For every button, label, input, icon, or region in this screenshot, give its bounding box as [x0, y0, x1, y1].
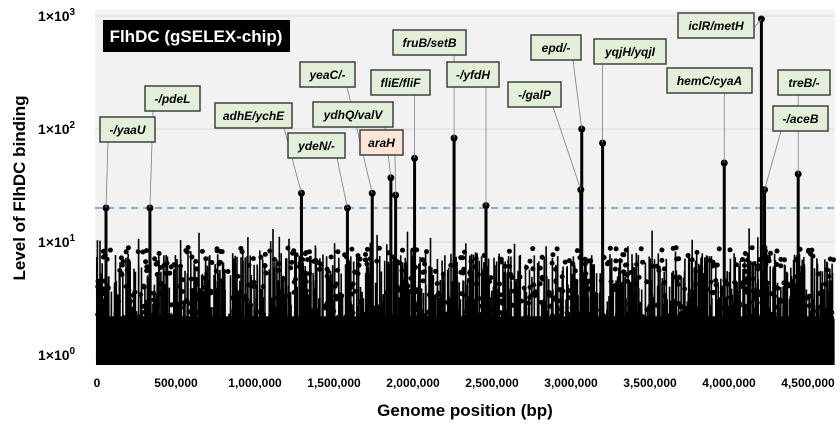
gene-label-box	[446, 61, 500, 88]
gene-label-box	[144, 85, 201, 112]
gene-label: ydhQ/valV	[323, 108, 384, 122]
gene-label: epd/-	[542, 41, 571, 55]
y-tick-label: 1×101	[38, 233, 76, 250]
chart-title: FlhDC (gSELEX-chip)	[110, 27, 283, 46]
x-tick-label: 2,000,000	[386, 376, 440, 390]
leader-line	[764, 130, 782, 190]
title-box	[103, 20, 290, 52]
gene-label-box	[507, 81, 562, 108]
background-signal	[95, 228, 837, 365]
x-tick-label: 500,000	[154, 376, 198, 390]
leader-line	[572, 59, 583, 130]
gene-label-box	[593, 38, 667, 65]
gene-label-box	[214, 102, 293, 129]
y-axis-ticks: 1×100 1×101 1×102 1×103	[38, 7, 76, 363]
gene-label-box	[359, 129, 404, 156]
x-tick-label: 4,000,000	[702, 376, 756, 390]
x-tick-label: 3,500,000	[623, 376, 677, 390]
gene-label: -/yfdH	[456, 68, 490, 82]
leader-line	[394, 154, 397, 196]
gene-label-box	[299, 61, 356, 88]
x-axis-label: Genome position (bp)	[377, 401, 553, 420]
x-axis-ticks: 0 500,000 1,000,000 1,500,000 2,000,000 2,500…	[94, 376, 835, 390]
x-tick-label: 4,500,000	[781, 376, 835, 390]
peaks	[102, 15, 802, 365]
gene-label-box	[99, 116, 156, 143]
leader-line	[283, 127, 302, 194]
gene-label: -/yaaU	[109, 123, 145, 137]
gene-label: -/galP	[518, 88, 552, 102]
gene-label: hemC/cyaA	[677, 74, 742, 88]
gene-labels: -/yaaU -/pdeL adhE/ychE ydeN/- yeaC/- ydhQ/va…	[99, 12, 831, 159]
gene-label: yqjH/yqjI	[604, 45, 656, 59]
y-tick-label: 1×100	[38, 346, 76, 363]
gene-label: -/aceB	[782, 112, 818, 126]
gene-label-box	[777, 69, 831, 96]
gene-label-box	[677, 12, 755, 39]
leader-line	[552, 106, 582, 190]
gene-label-box	[370, 69, 431, 96]
gene-label: araH	[368, 136, 395, 150]
gene-label: fliE/fliF	[381, 76, 422, 90]
gene-label-box	[392, 29, 467, 56]
x-tick-label: 3,000,000	[544, 376, 598, 390]
x-tick-label: 1,000,000	[228, 376, 282, 390]
y-tick-label: 1×102	[38, 120, 76, 137]
gene-label-box	[530, 34, 582, 61]
gene-label-box	[772, 105, 829, 132]
leader-line	[336, 157, 348, 209]
gene-label: treB/-	[788, 76, 819, 90]
gene-label: ydeN/-	[297, 139, 335, 153]
gene-label: -/pdeL	[155, 92, 191, 106]
gene-label-box	[312, 101, 394, 128]
gene-label: yeaC/-	[308, 68, 345, 82]
y-tick-label: 1×103	[38, 7, 76, 24]
gene-label: fruB/setB	[402, 36, 456, 50]
leader-line	[105, 141, 109, 208]
signal-points	[95, 245, 837, 324]
x-tick-label: 0	[94, 376, 101, 390]
x-tick-label: 1,500,000	[307, 376, 361, 390]
gene-label-box	[287, 132, 346, 159]
x-tick-label: 2,500,000	[465, 376, 519, 390]
gene-label-box	[666, 67, 753, 94]
y-axis-label: Level of FlhDC binding	[10, 95, 29, 280]
gene-label: iclR/metH	[688, 19, 744, 33]
gene-label: adhE/ychE	[223, 109, 285, 123]
